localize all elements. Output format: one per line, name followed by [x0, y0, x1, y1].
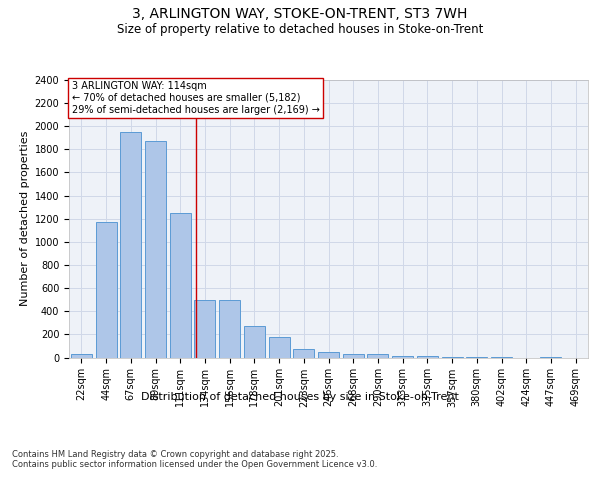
Bar: [367, 354, 388, 358]
Text: 3, ARLINGTON WAY, STOKE-ON-TRENT, ST3 7WH: 3, ARLINGTON WAY, STOKE-ON-TRENT, ST3 7W…: [133, 8, 467, 22]
Bar: [71, 354, 92, 358]
Text: 3 ARLINGTON WAY: 114sqm
← 70% of detached houses are smaller (5,182)
29% of semi: 3 ARLINGTON WAY: 114sqm ← 70% of detache…: [71, 82, 319, 114]
Text: Contains HM Land Registry data © Crown copyright and database right 2025.
Contai: Contains HM Land Registry data © Crown c…: [12, 450, 377, 469]
Bar: [120, 132, 141, 358]
Y-axis label: Number of detached properties: Number of detached properties: [20, 131, 31, 306]
Bar: [194, 300, 215, 358]
Bar: [244, 326, 265, 358]
Bar: [219, 300, 240, 358]
Bar: [170, 213, 191, 358]
Text: Distribution of detached houses by size in Stoke-on-Trent: Distribution of detached houses by size …: [141, 392, 459, 402]
Bar: [442, 357, 463, 358]
Bar: [293, 349, 314, 358]
Bar: [318, 352, 339, 358]
Bar: [343, 354, 364, 358]
Bar: [95, 222, 116, 358]
Bar: [417, 356, 438, 358]
Text: Size of property relative to detached houses in Stoke-on-Trent: Size of property relative to detached ho…: [117, 22, 483, 36]
Bar: [269, 338, 290, 357]
Bar: [145, 140, 166, 358]
Bar: [392, 356, 413, 358]
